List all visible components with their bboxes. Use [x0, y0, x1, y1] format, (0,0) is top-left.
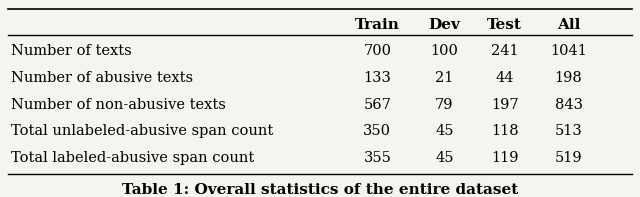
Text: Train: Train	[355, 18, 400, 32]
Text: All: All	[557, 18, 580, 32]
Text: Number of texts: Number of texts	[11, 44, 132, 58]
Text: 119: 119	[491, 151, 518, 165]
Text: 44: 44	[495, 71, 514, 85]
Text: Total labeled-abusive span count: Total labeled-abusive span count	[11, 151, 254, 165]
Text: Number of abusive texts: Number of abusive texts	[11, 71, 193, 85]
Text: 133: 133	[364, 71, 391, 85]
Text: 567: 567	[364, 98, 391, 112]
Text: 700: 700	[364, 44, 391, 58]
Text: 79: 79	[435, 98, 454, 112]
Text: 198: 198	[555, 71, 582, 85]
Text: Test: Test	[487, 18, 522, 32]
Text: Total unlabeled-abusive span count: Total unlabeled-abusive span count	[11, 125, 273, 138]
Text: 45: 45	[435, 125, 454, 138]
Text: 21: 21	[435, 71, 454, 85]
Text: Number of non-abusive texts: Number of non-abusive texts	[11, 98, 226, 112]
Text: 1041: 1041	[550, 44, 587, 58]
Text: Table 1: Overall statistics of the entire dataset: Table 1: Overall statistics of the entir…	[122, 183, 518, 197]
Text: 197: 197	[491, 98, 518, 112]
Text: 513: 513	[555, 125, 582, 138]
Text: 519: 519	[555, 151, 582, 165]
Text: 355: 355	[364, 151, 391, 165]
Text: 843: 843	[554, 98, 582, 112]
Text: Dev: Dev	[428, 18, 460, 32]
Text: 45: 45	[435, 151, 454, 165]
Text: 350: 350	[364, 125, 391, 138]
Text: 100: 100	[430, 44, 458, 58]
Text: 241: 241	[491, 44, 518, 58]
Text: 118: 118	[491, 125, 518, 138]
